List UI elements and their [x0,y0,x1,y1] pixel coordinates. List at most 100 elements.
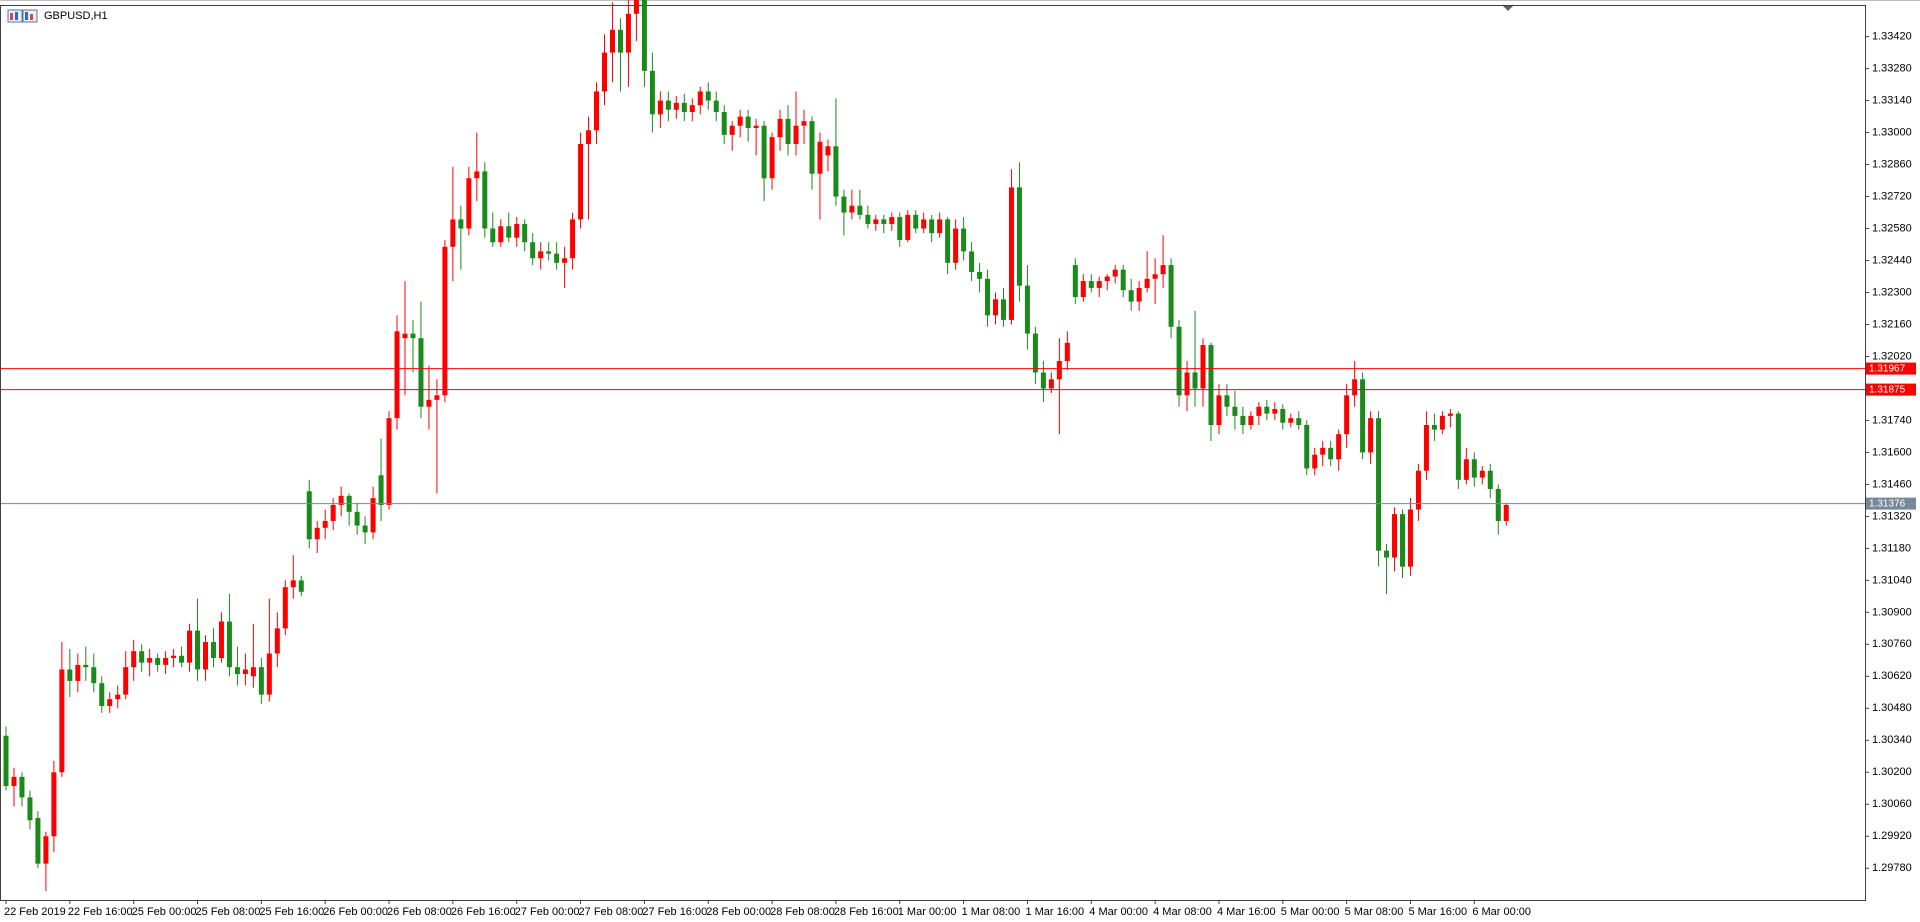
candle-body [713,100,719,113]
candle-body [418,338,424,407]
candle-body [1152,274,1158,279]
candle-body [195,630,201,670]
candle-body [1200,345,1206,389]
candle-body [1320,447,1326,455]
candle-body [801,121,807,126]
candle-body [921,219,927,229]
chart-title: GBPUSD,H1 [44,10,108,22]
candle-body [1407,509,1413,567]
y-tick-label: 1.30760 [1872,638,1912,650]
candle-body [282,587,288,629]
candle-body [1240,415,1246,426]
candle-body [1280,409,1286,423]
candle-body [306,491,312,540]
symbol-icon [7,9,38,23]
candle-body [1272,409,1278,414]
candle-body [1008,187,1014,320]
candle-body [35,817,41,864]
candle-body [1104,276,1110,282]
candle-body [961,228,967,252]
candle-body [953,228,959,263]
candle-body [1184,372,1190,396]
candle-body [809,121,815,174]
candle-body [1232,406,1238,416]
candle-body [386,418,392,505]
candle-body [649,70,655,115]
candle-body [67,669,73,681]
candle-body [570,219,576,259]
candle-body [1064,342,1070,362]
candle-body [897,217,903,240]
candle-body [1120,269,1126,291]
y-tick-label: 1.33000 [1872,126,1912,138]
candle-body [602,52,607,92]
y-tick-label: 1.31600 [1872,446,1912,458]
candle-body [466,178,472,229]
candle-body [665,100,671,110]
candle-body [1192,372,1198,389]
candle-body [1160,265,1166,275]
candle-body [1176,326,1182,396]
candle-body [242,669,248,675]
y-tick-label: 1.29920 [1872,830,1912,842]
candle-body [1136,287,1142,302]
y-tick-label: 1.30060 [1872,798,1912,810]
candle-body [1040,372,1046,389]
candle-body [857,205,863,215]
candle-body [633,0,639,14]
candle-body [187,630,193,663]
candle-body [1264,406,1270,414]
candle-body [1024,285,1030,334]
candle-body [841,196,847,213]
candle-body [705,91,711,101]
candle-body [1376,418,1382,551]
x-tick-label: 5 Mar 08:00 [1345,906,1404,918]
y-tick-label: 1.30900 [1872,606,1912,618]
candle-body [442,246,448,396]
candle-body [338,495,344,505]
candle-body [402,333,408,339]
y-tick-label: 1.30480 [1872,702,1912,714]
candle-body [1072,265,1078,298]
x-tick-label: 27 Feb 16:00 [642,906,707,918]
candle-body [1208,345,1214,426]
x-tick-label: 27 Feb 08:00 [579,906,644,918]
y-tick-label: 1.31460 [1872,478,1912,490]
candle-body [721,112,727,135]
candle-body [913,214,919,229]
candle-body [1144,278,1150,288]
y-tick-label: 1.31320 [1872,510,1912,522]
candle-body [1112,269,1118,277]
candle-body [450,219,456,247]
candle-body [554,253,560,263]
y-tick-label: 1.30200 [1872,766,1912,778]
candle-body [1048,379,1054,389]
x-tick-label: 22 Feb 2019 [4,906,66,918]
candle-body [370,498,376,533]
y-tick-label: 1.32020 [1872,350,1912,362]
candle-body [234,667,240,675]
candle-body [11,776,17,786]
y-tick-label: 1.32860 [1872,158,1912,170]
candle-body [498,226,504,243]
x-tick-label: 1 Mar 16:00 [1025,906,1084,918]
x-tick-label: 1 Mar 00:00 [898,906,957,918]
candle-body [378,475,384,505]
candle-body [1312,454,1318,469]
candle-body [1368,418,1374,453]
x-tick-label: 25 Feb 00:00 [132,906,197,918]
candle-body [1447,413,1453,416]
icon-bar [10,13,13,20]
level-price-label: 1.31376 [1869,499,1906,510]
candle-body [59,669,65,773]
plot-frame [0,5,1866,901]
candle-body [1415,470,1421,510]
candle-body [1384,550,1390,558]
candle-body [753,125,759,129]
y-tick-label: 1.33140 [1872,94,1912,106]
candle-body [506,226,512,238]
candle-body [617,29,623,53]
candle-body [314,527,320,540]
